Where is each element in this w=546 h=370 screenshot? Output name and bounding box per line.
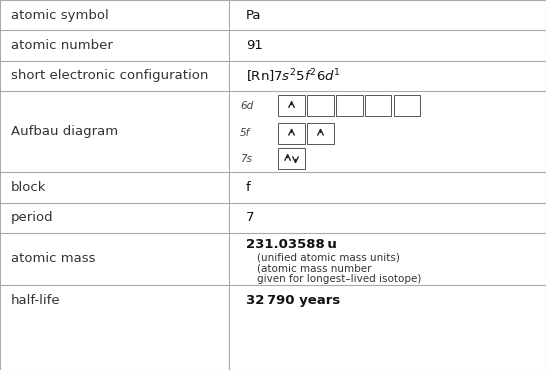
Text: 7s: 7s (240, 154, 252, 164)
Text: 7: 7 (246, 211, 254, 225)
Bar (336, 95, 363, 116)
Text: atomic symbol: atomic symbol (11, 9, 109, 22)
Text: Pa: Pa (246, 9, 261, 22)
Text: f: f (246, 181, 251, 194)
Text: short electronic configuration: short electronic configuration (11, 69, 208, 83)
Text: 32 790 years: 32 790 years (246, 293, 340, 307)
Text: Aufbau diagram: Aufbau diagram (11, 125, 118, 138)
Text: 91: 91 (246, 39, 263, 52)
Bar (307, 95, 334, 116)
Bar (307, 123, 334, 144)
Text: (atomic mass number: (atomic mass number (257, 263, 371, 273)
Text: (unified atomic mass units): (unified atomic mass units) (257, 252, 400, 262)
Text: half-life: half-life (11, 293, 61, 307)
Text: $\mathrm{[Rn]7}s^2\mathrm{5}f^2\mathrm{6}d^1$: $\mathrm{[Rn]7}s^2\mathrm{5}f^2\mathrm{6… (246, 67, 341, 85)
Text: 6d: 6d (240, 101, 253, 111)
Bar (365, 95, 391, 116)
Text: 231.03588 u: 231.03588 u (246, 238, 336, 252)
Text: period: period (11, 211, 54, 225)
Bar (278, 148, 305, 169)
Text: atomic number: atomic number (11, 39, 113, 52)
Bar (394, 95, 420, 116)
Text: atomic mass: atomic mass (11, 252, 96, 266)
Text: block: block (11, 181, 46, 194)
Text: 5f: 5f (240, 128, 251, 138)
Text: given for longest–lived isotope): given for longest–lived isotope) (257, 274, 421, 285)
Bar (278, 95, 305, 116)
Bar (278, 123, 305, 144)
